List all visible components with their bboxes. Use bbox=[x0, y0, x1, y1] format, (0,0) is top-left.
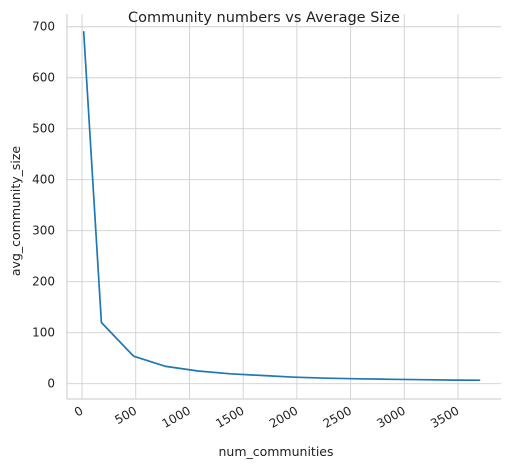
y-tick-label: 300 bbox=[32, 224, 55, 238]
x-tick-label: 0 bbox=[72, 403, 86, 419]
x-tick-label: 2000 bbox=[267, 403, 300, 430]
x-tick-label: 2500 bbox=[321, 403, 354, 430]
series-layer bbox=[84, 32, 480, 380]
y-tick-label: 400 bbox=[32, 173, 55, 187]
chart-title: Community numbers vs Average Size bbox=[128, 10, 400, 26]
y-tick-label: 0 bbox=[47, 377, 55, 391]
y-tick-label: 500 bbox=[32, 122, 55, 136]
y-tick-label: 700 bbox=[32, 20, 55, 34]
x-tick-label: 3000 bbox=[374, 403, 407, 430]
y-tick-label: 100 bbox=[32, 326, 55, 340]
x-axis-title: num_communities bbox=[218, 444, 333, 459]
y-tick-label: 600 bbox=[32, 71, 55, 85]
x-tick-label: 1000 bbox=[160, 403, 193, 430]
axes-layer bbox=[67, 14, 501, 399]
y-axis-title: avg_community_size bbox=[8, 146, 23, 277]
tick-labels: 0 100 200 300 400 500 600 700 0 500 1000 1500 2000 25… bbox=[32, 20, 461, 431]
x-tick-label: 3500 bbox=[428, 403, 461, 430]
y-tick-label: 200 bbox=[32, 275, 55, 289]
series-line bbox=[84, 32, 480, 380]
x-tick-label: 500 bbox=[112, 403, 139, 427]
grid-layer bbox=[67, 14, 501, 399]
x-tick-label: 1500 bbox=[213, 403, 246, 430]
